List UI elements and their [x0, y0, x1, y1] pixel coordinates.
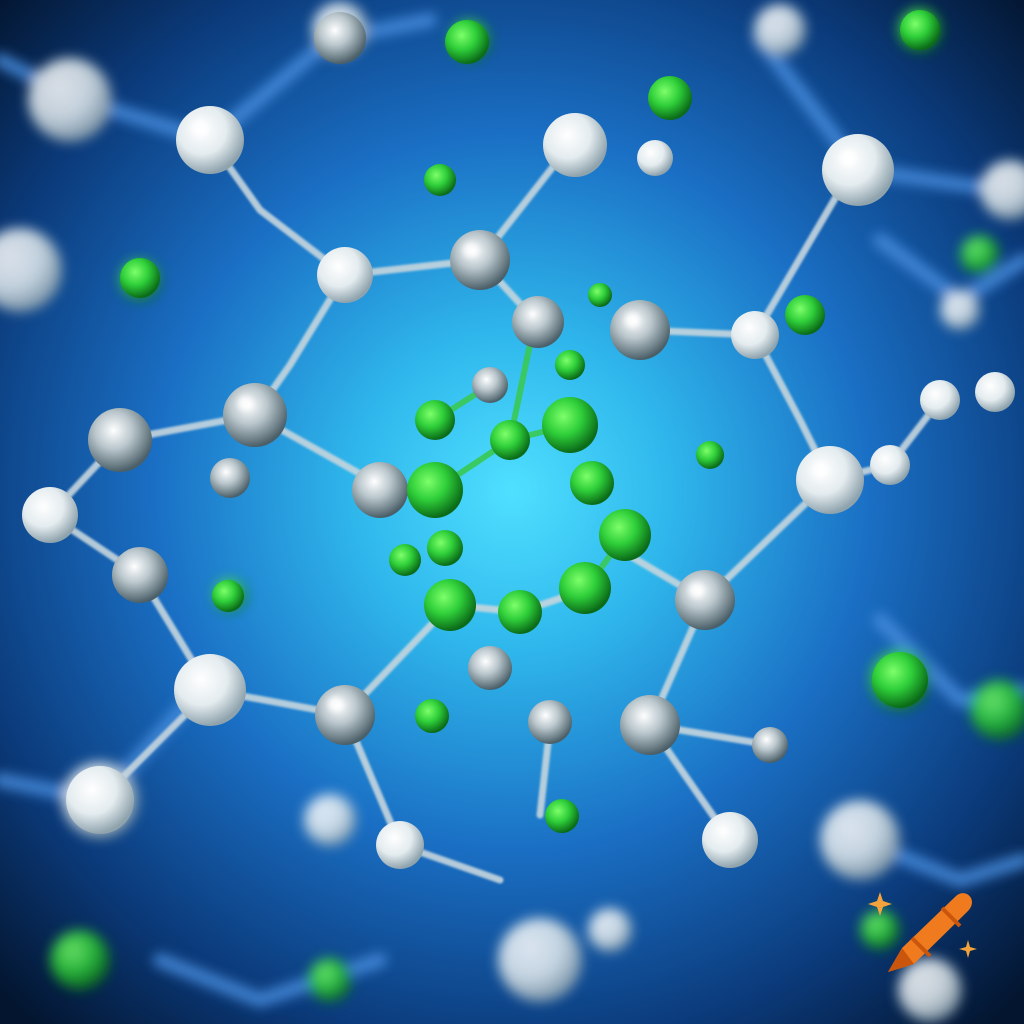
crayon-icon [868, 892, 977, 972]
green-atoms [120, 10, 940, 833]
white-atoms [22, 106, 1015, 869]
specular-highlights [192, 120, 856, 711]
sparkle-icon [868, 892, 892, 916]
sparkle-icon [959, 940, 977, 958]
crayon-body [888, 893, 972, 972]
